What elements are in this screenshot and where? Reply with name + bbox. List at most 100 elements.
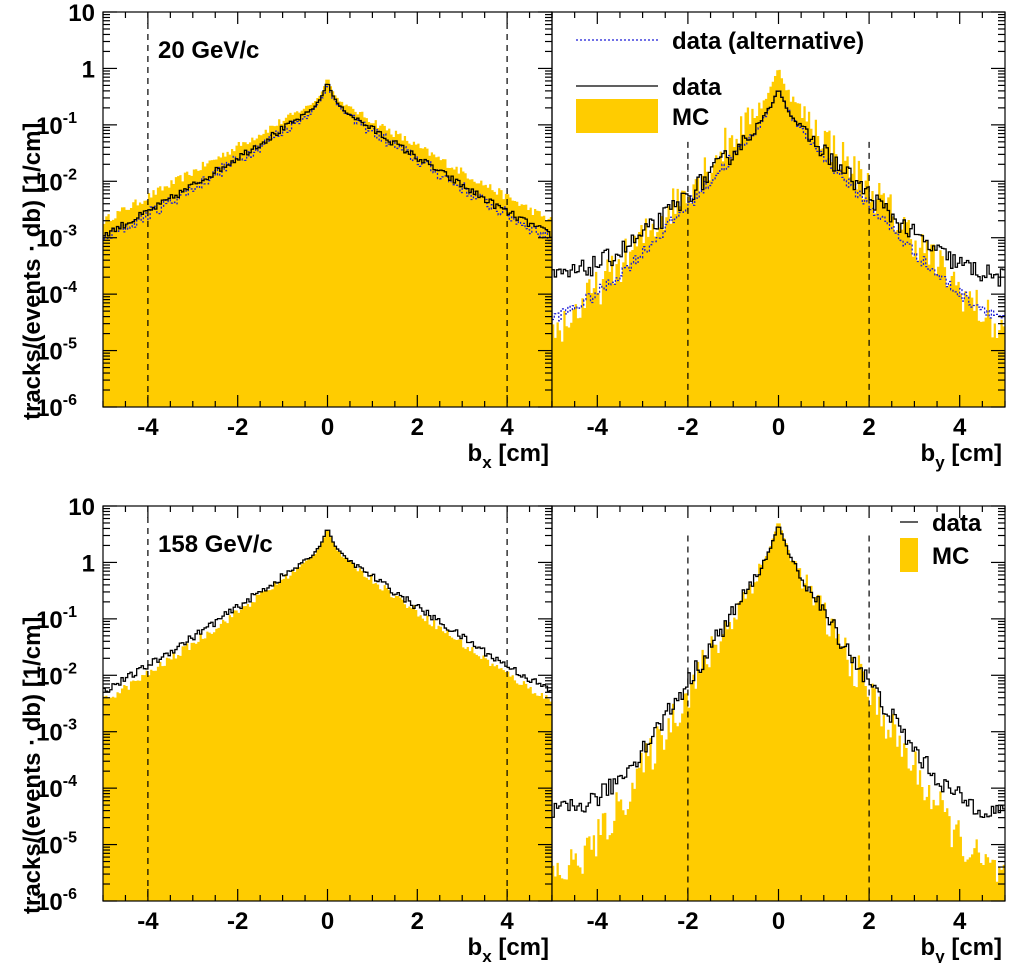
- x-tick-label: -2: [227, 908, 248, 935]
- legend-entry-mc: MC: [900, 538, 969, 572]
- y-tick-mantissa: 10: [36, 113, 63, 140]
- y-tick-exponent: -1: [63, 604, 77, 621]
- x-axis-var: b: [921, 440, 936, 467]
- x-axis-var: b: [921, 934, 936, 961]
- y-tick-mantissa: 10: [36, 395, 63, 422]
- momentum-label: 20 GeV/c: [158, 37, 259, 64]
- y-tick-exponent: -3: [63, 223, 77, 240]
- x-tick-label: 4: [500, 908, 514, 935]
- y-tick-label: 10-5: [36, 830, 77, 860]
- legend-label: data: [932, 510, 982, 537]
- y-tick-mantissa: 10: [36, 282, 63, 309]
- y-tick-mantissa: 10: [36, 776, 63, 803]
- legend-label: MC: [672, 104, 709, 131]
- plot-area: [552, 523, 1005, 901]
- data-alternative-histogram: [552, 90, 1005, 322]
- y-tick-mantissa: 10: [36, 720, 63, 747]
- y-tick-label: 10-5: [36, 336, 77, 366]
- y-tick-label: 10-4: [36, 773, 77, 803]
- mc-histogram: [552, 69, 1005, 407]
- y-tick-exponent: -3: [63, 717, 77, 734]
- y-tick-exponent: -6: [63, 886, 77, 903]
- x-tick-label: 2: [862, 908, 875, 935]
- x-axis-var: b: [468, 440, 483, 467]
- panel-1-0: -4 -2 0 2 4bx [cm]10-610-510-410-310-210-111…: [36, 494, 553, 963]
- x-axis-var: b: [468, 934, 483, 961]
- y-tick-label: 10: [68, 0, 95, 27]
- y-tick-label: 10-2: [36, 660, 77, 690]
- x-tick-label: 2: [411, 908, 424, 935]
- x-tick-label: -2: [677, 414, 698, 441]
- y-tick-exponent: -2: [63, 660, 77, 677]
- mc-histogram: [103, 79, 552, 407]
- y-tick-exponent: -5: [63, 336, 77, 353]
- data-histogram: [103, 529, 552, 693]
- y-tick-label: 10-3: [36, 223, 77, 253]
- x-tick-label: -2: [227, 414, 248, 441]
- y-tick-exponent: -4: [63, 773, 77, 790]
- data-histogram: [552, 90, 1005, 287]
- y-tick-mantissa: 10: [36, 889, 63, 916]
- x-tick-label: -4: [587, 908, 609, 935]
- x-tick-label: 4: [953, 414, 967, 441]
- x-tick-label: 0: [772, 908, 785, 935]
- row-1: -4 -2 0 2 4bx [cm]10-610-510-410-310-210-111…: [36, 494, 1006, 963]
- y-tick-label: 10-6: [36, 886, 77, 916]
- y-tick-label: 10-4: [36, 279, 77, 309]
- y-tick-exponent: -1: [63, 110, 77, 127]
- x-tick-label: -4: [137, 908, 159, 935]
- y-tick-label: 10-6: [36, 392, 77, 422]
- panels: -4 -2 0 2 4bx [cm]10-610-510-410-310-210-111…: [36, 0, 1006, 963]
- panel-0-1: -4 -2 0 2 4by [cm] data (alternative) data MC: [551, 11, 1006, 472]
- x-tick-label: 0: [321, 414, 334, 441]
- x-tick-label: 4: [500, 414, 514, 441]
- plot-area: [103, 529, 552, 901]
- x-tick-label: 0: [321, 908, 334, 935]
- x-axis-unit: [cm]: [492, 440, 549, 467]
- legend-swatch-mc: [900, 538, 918, 572]
- y-axis-title-top: tracks/(events · db) [1/cm]: [19, 123, 46, 420]
- x-axis-title: by [cm]: [921, 440, 1002, 472]
- data-alternative-histogram: [103, 85, 552, 242]
- y-tick-mantissa: 10: [36, 663, 63, 690]
- y-tick-mantissa: 10: [36, 339, 63, 366]
- plot-area: [103, 79, 552, 407]
- legend-swatch-mc: [576, 99, 658, 133]
- y-tick-label: 10-1: [36, 604, 77, 634]
- x-axis-unit: [cm]: [945, 934, 1002, 961]
- x-tick-label: -4: [137, 414, 159, 441]
- y-tick-label: 10-3: [36, 717, 77, 747]
- y-tick-mantissa: 10: [36, 833, 63, 860]
- momentum-label: 158 GeV/c: [158, 531, 273, 558]
- y-axis-title: tracks/(events · db) [1/cm]: [19, 123, 46, 420]
- data-histogram: [103, 83, 552, 238]
- x-axis-sub: y: [935, 947, 945, 963]
- panel-0-0: -4 -2 0 2 4bx [cm]10-610-510-410-310-210-111…: [36, 0, 553, 472]
- x-axis-unit: [cm]: [945, 440, 1002, 467]
- x-axis-unit: [cm]: [492, 934, 549, 961]
- y-tick-mantissa: 10: [36, 169, 63, 196]
- y-tick-label: 10: [68, 494, 95, 521]
- mc-histogram: [552, 523, 1005, 901]
- y-tick-exponent: -6: [63, 392, 77, 409]
- x-axis-sub: y: [935, 453, 945, 472]
- legend-entry-mc: MC: [576, 99, 709, 133]
- panel-1-1: -4 -2 0 2 4by [cm] data MC: [551, 505, 1006, 963]
- row-0: -4 -2 0 2 4bx [cm]10-610-510-410-310-210-111…: [36, 0, 1006, 472]
- legend-label: data (alternative): [672, 28, 864, 55]
- x-axis-title: bx [cm]: [468, 440, 549, 472]
- y-tick-exponent: -2: [63, 166, 77, 183]
- y-axis-title: tracks/(events · db) [1/cm]: [19, 617, 46, 914]
- x-axis-title: bx [cm]: [468, 934, 549, 963]
- y-tick-exponent: -5: [63, 830, 77, 847]
- x-tick-label: 2: [862, 414, 875, 441]
- x-axis-title: by [cm]: [921, 934, 1002, 963]
- legend-entry-data: data: [900, 510, 982, 537]
- mc-histogram: [103, 530, 552, 901]
- y-tick-exponent: -4: [63, 279, 77, 296]
- plot-area: [552, 69, 1005, 407]
- data-histogram: [552, 526, 1005, 819]
- y-tick-label: 10-1: [36, 110, 77, 140]
- x-tick-label: 2: [411, 414, 424, 441]
- y-axis-title-bottom: tracks/(events · db) [1/cm]: [19, 617, 46, 914]
